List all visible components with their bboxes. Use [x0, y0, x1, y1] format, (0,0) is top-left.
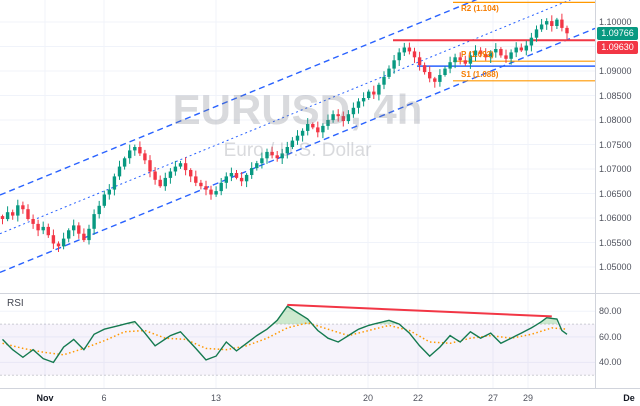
rsi-axis-tick: 40.00 [599, 357, 622, 368]
price-axis-tick: 1.09000 [599, 66, 632, 76]
pivot-level-label-s1[interactable]: S1 (1.088) [461, 69, 499, 79]
horizontal-level-lines[interactable] [393, 1, 595, 82]
pivot-level-label-r2[interactable]: R2 (1.104) [461, 4, 499, 14]
rsi-axis-tick: 80.00 [599, 306, 622, 317]
time-axis-tick: 6 [101, 393, 107, 403]
price-axis-tick: 1.05000 [599, 262, 632, 272]
price-axis-tick: 1.06500 [599, 188, 632, 199]
time-axis-tick: Nov [36, 393, 54, 403]
price-axis-tick: 1.07500 [599, 139, 632, 150]
ascending-channel-drawing[interactable] [0, 0, 595, 274]
pane-dividers[interactable] [0, 0, 640, 389]
red-line-price-badge: 1.09630 [597, 40, 638, 54]
time-axis-tick: 13 [210, 393, 222, 403]
price-axis-tick: 1.10000 [599, 17, 632, 27]
pivot-level-label-p[interactable]: P (1.092) [461, 50, 494, 60]
time-axis-tick: 22 [412, 393, 424, 403]
price-axis-tick: 1.08000 [599, 115, 632, 125]
price-axis-tick: 1.07000 [599, 164, 632, 174]
candlestick-series [0, 13, 569, 252]
price-axis-tick: 1.06000 [599, 213, 632, 223]
price-axis-tick: 1.08500 [599, 90, 632, 101]
rsi-axis-tick: 60.00 [599, 331, 622, 342]
rsi-indicator-label[interactable]: RSI [7, 298, 24, 309]
time-axis-tick: 20 [362, 393, 374, 403]
rsi-trendline-drawing[interactable] [287, 303, 552, 318]
time-axis-tick: 29 [522, 393, 534, 403]
time-axis-tick: 27 [487, 393, 499, 403]
price-axis-tick: 1.05500 [599, 237, 632, 248]
time-axis-tick: De [623, 393, 635, 403]
rsi-pane-series [0, 305, 595, 376]
current-price-badge: 1.09766 [597, 27, 638, 40]
